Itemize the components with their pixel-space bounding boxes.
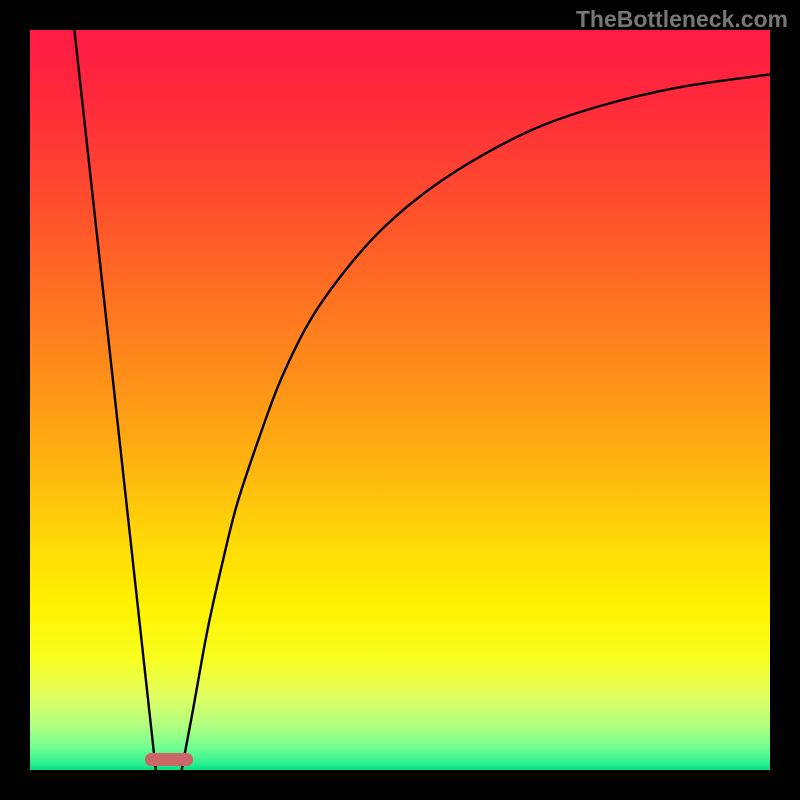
plot-area	[30, 30, 770, 770]
optimal-range-marker	[145, 753, 193, 766]
plot-svg	[30, 30, 770, 770]
marker-pill	[145, 753, 193, 766]
watermark-text: TheBottleneck.com	[576, 6, 788, 33]
gradient-background	[30, 30, 770, 770]
chart-container: TheBottleneck.com	[0, 0, 800, 800]
